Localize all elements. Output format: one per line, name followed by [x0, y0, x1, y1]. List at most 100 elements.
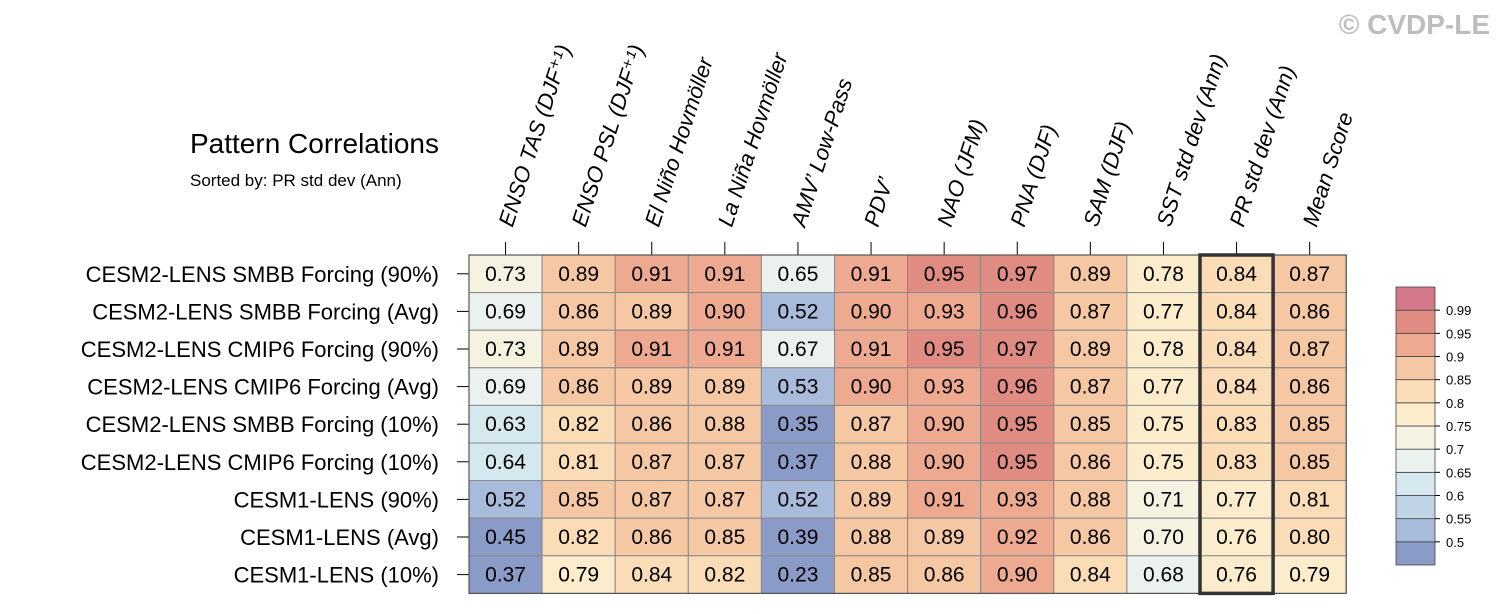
heatmap-cell	[614, 555, 689, 594]
colorbar-label: 0.75	[1446, 419, 1471, 434]
cell-value: 0.77	[1143, 300, 1184, 323]
heatmap-cell	[614, 404, 689, 444]
cell-value: 0.84	[631, 564, 672, 587]
cell-value: 0.88	[704, 413, 745, 436]
cell-value: 0.82	[558, 526, 599, 549]
heatmap-cell	[907, 555, 982, 594]
heatmap-cell	[1053, 367, 1128, 406]
cell-value: 0.87	[1289, 263, 1330, 286]
cell-value: 0.76	[1216, 564, 1257, 587]
cell-value: 0.52	[778, 300, 819, 323]
cell-value: 0.84	[1216, 338, 1257, 361]
cell-value: 0.83	[1216, 413, 1257, 436]
cell-value: 0.78	[1143, 263, 1184, 286]
cell-value: 0.75	[1143, 413, 1184, 436]
row-label: CESM1-LENS (10%)	[234, 563, 439, 588]
cell-value: 0.93	[997, 488, 1038, 511]
cell-value: 0.91	[704, 338, 745, 361]
cell-value: 0.71	[1143, 488, 1184, 511]
cell-value: 0.84	[1070, 564, 1111, 587]
column-label: El Niño Hovmöller	[640, 53, 719, 230]
cell-value: 0.86	[1070, 526, 1111, 549]
cell-value: 0.89	[1070, 338, 1111, 361]
heatmap-cell	[687, 555, 762, 594]
cell-value: 0.84	[1216, 376, 1257, 399]
cell-value: 0.67	[778, 338, 819, 361]
heatmap-cell	[687, 404, 762, 444]
colorbar-swatch	[1395, 448, 1436, 473]
colorbar-swatch	[1395, 356, 1436, 381]
heatmap-cell	[834, 329, 909, 369]
cell-value: 0.76	[1216, 526, 1257, 549]
heatmap-cell	[1126, 480, 1201, 519]
cell-value: 0.95	[997, 451, 1038, 474]
heatmap-cell	[980, 555, 1055, 594]
colorbar-swatch	[1395, 541, 1436, 566]
watermark: © CVDP-LE	[1339, 9, 1490, 40]
cell-value: 0.69	[485, 300, 526, 323]
cell-value: 0.37	[485, 564, 526, 587]
heatmap-cell	[1053, 480, 1128, 519]
heatmap-cell	[1053, 442, 1128, 482]
colorbar-swatch	[1395, 402, 1436, 427]
cell-value: 0.85	[704, 526, 745, 549]
heatmap-cell	[468, 292, 543, 331]
heatmap-cell	[980, 367, 1055, 406]
column-label: PDV’	[859, 173, 899, 229]
row-label: CESM1-LENS (Avg)	[240, 525, 439, 550]
cell-value: 0.88	[851, 451, 892, 474]
cell-value: 0.96	[997, 376, 1038, 399]
cell-value: 0.39	[778, 526, 819, 549]
cell-value: 0.64	[485, 451, 526, 474]
cell-value: 0.82	[558, 413, 599, 436]
cell-value: 0.85	[1070, 413, 1111, 436]
colorbar: 0.99 0.95 0.9 0.85 0.8 0.75 0.7 0.65 0.6 0.55 0.5	[1395, 286, 1471, 566]
cell-value: 0.45	[485, 526, 526, 549]
cell-value: 0.86	[924, 564, 965, 587]
heatmap-cell	[1199, 404, 1274, 444]
column-label: NAO (JFM)	[932, 116, 990, 229]
colorbar-label: 0.6	[1446, 489, 1464, 504]
colorbar-label: 0.5	[1446, 535, 1464, 550]
cell-value: 0.88	[1070, 488, 1111, 511]
cell-value: 0.82	[704, 564, 745, 587]
cell-value: 0.86	[1289, 300, 1330, 323]
cell-value: 0.65	[778, 263, 819, 286]
heatmap-cell	[541, 404, 616, 444]
cell-value: 0.86	[558, 300, 599, 323]
colorbar-swatch	[1395, 379, 1436, 404]
row-label: CESM2-LENS CMIP6 Forcing (10%)	[81, 450, 439, 475]
cell-value: 0.90	[924, 451, 965, 474]
heatmap-cell	[1199, 329, 1274, 369]
cell-value: 0.92	[997, 526, 1038, 549]
column-labels: ENSO TAS (DJF⁺¹)ENSO PSL (DJF⁺¹)El Niño …	[494, 41, 1358, 255]
cell-value: 0.86	[1289, 376, 1330, 399]
colorbar-swatch	[1395, 332, 1436, 357]
cell-value: 0.77	[1143, 376, 1184, 399]
colorbar-label: 0.9	[1446, 350, 1464, 365]
cell-value: 0.90	[704, 300, 745, 323]
cell-value: 0.37	[778, 451, 819, 474]
cell-value: 0.95	[924, 338, 965, 361]
cell-value: 0.91	[704, 263, 745, 286]
cell-value: 0.77	[1216, 488, 1257, 511]
column-label: AMV’ Low-Pass	[785, 75, 857, 231]
heatmap-cell	[760, 254, 836, 294]
cell-value: 0.91	[631, 338, 672, 361]
colorbar-label: 0.85	[1446, 373, 1471, 388]
cell-value: 0.89	[704, 376, 745, 399]
heatmap-cell	[687, 517, 762, 557]
heatmap-cell	[834, 555, 909, 594]
cell-value: 0.81	[558, 451, 599, 474]
colorbar-swatch	[1395, 425, 1436, 450]
cell-value: 0.85	[1289, 413, 1330, 436]
heatmap-cell	[980, 254, 1055, 294]
highlighted-column-box	[1198, 253, 1275, 596]
cell-value: 0.85	[558, 488, 599, 511]
cell-value: 0.91	[924, 488, 965, 511]
cell-value: 0.93	[924, 300, 965, 323]
row-labels: CESM2-LENS SMBB Forcing (90%) CESM2-LENS …	[81, 262, 469, 588]
colorbar-label: 0.7	[1446, 442, 1464, 457]
heatmap-cell	[541, 517, 616, 557]
cell-value: 0.80	[1289, 526, 1330, 549]
